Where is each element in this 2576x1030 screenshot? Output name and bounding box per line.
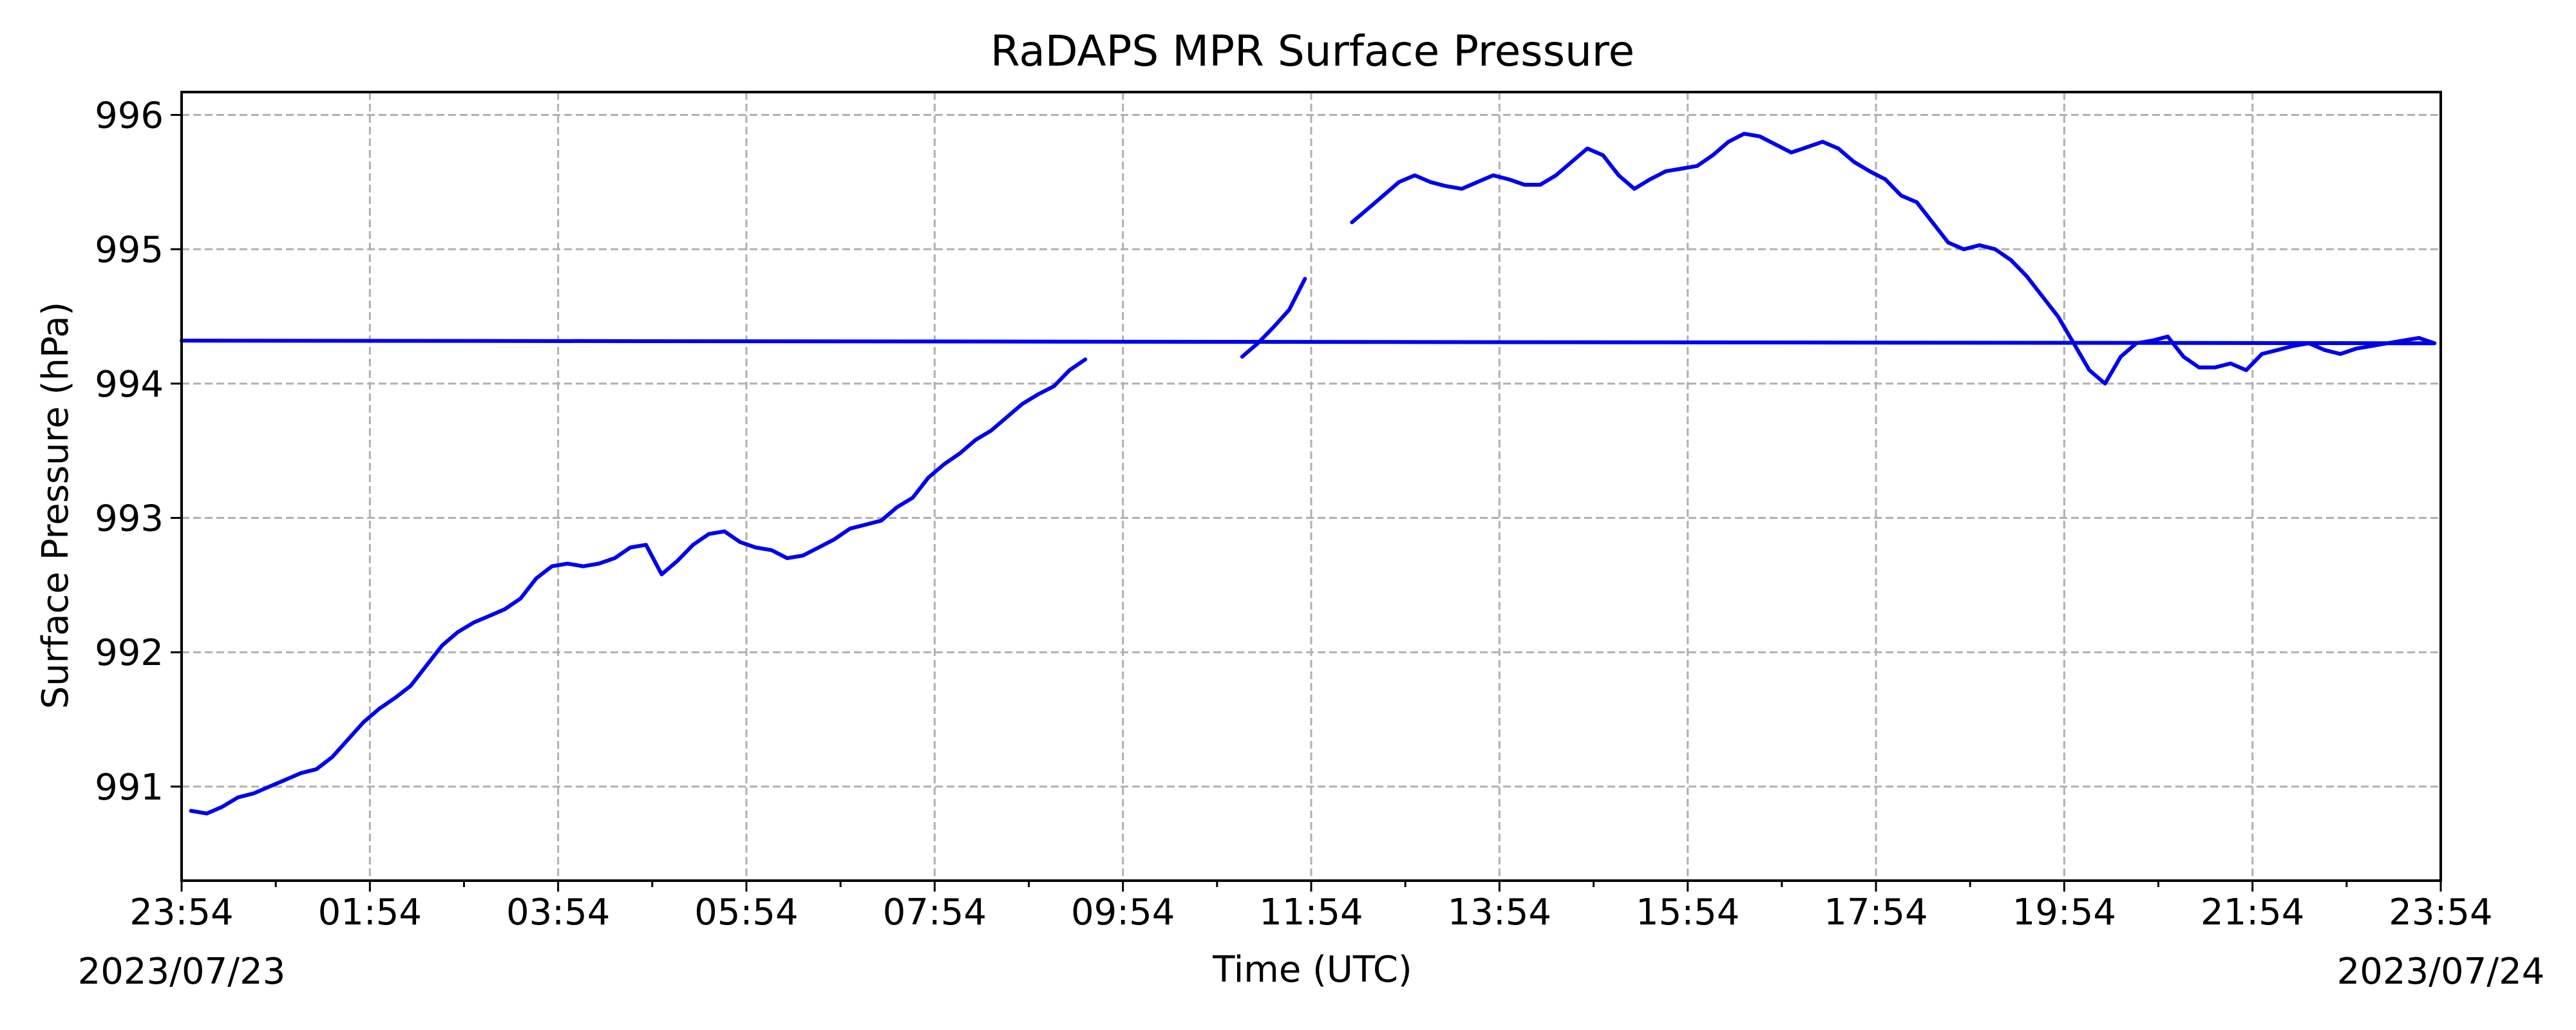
x-date-end: 2023/07/24 xyxy=(2337,951,2545,993)
y-axis-label: Surface Pressure (hPa) xyxy=(35,302,77,709)
x-tick-label: 15:54 xyxy=(1636,892,1739,933)
chart-title: RaDAPS MPR Surface Pressure xyxy=(990,26,1634,76)
y-tick-label: 996 xyxy=(95,95,164,136)
x-tick-label: 09:54 xyxy=(1071,892,1175,933)
y-tick-label: 993 xyxy=(95,498,164,540)
y-tick-label: 994 xyxy=(95,364,164,406)
data-line-group xyxy=(180,131,2437,816)
x-tick-label: 07:54 xyxy=(883,892,987,933)
x-tick-label: 03:54 xyxy=(506,892,610,933)
x-axis-label: Time (UTC) xyxy=(1212,949,1412,991)
x-tick-label: 23:54 xyxy=(2389,892,2492,933)
x-date-start: 2023/07/23 xyxy=(78,951,286,993)
grid-lines xyxy=(180,92,2442,881)
pressure-series-line xyxy=(180,131,2437,386)
y-tick-label: 992 xyxy=(95,632,164,674)
x-tick-label: 13:54 xyxy=(1448,892,1551,933)
axis-ticks: 23:54 01:54 03:54 05:54 07:54 09:54 11:54 13:54… xyxy=(95,95,2493,933)
x-tick-label: 21:54 xyxy=(2201,892,2304,933)
x-tick-label: 19:54 xyxy=(2012,892,2116,933)
pressure-series-line xyxy=(189,357,1088,816)
x-tick-label: 11:54 xyxy=(1259,892,1363,933)
x-tick-label: 01:54 xyxy=(318,892,422,933)
y-tick-label: 995 xyxy=(95,229,164,271)
y-tick-label: 991 xyxy=(95,767,164,809)
x-tick-label: 23:54 xyxy=(129,892,233,933)
pressure-series-line xyxy=(1240,277,1307,359)
x-tick-label: 17:54 xyxy=(1824,892,1927,933)
x-tick-label: 05:54 xyxy=(694,892,798,933)
